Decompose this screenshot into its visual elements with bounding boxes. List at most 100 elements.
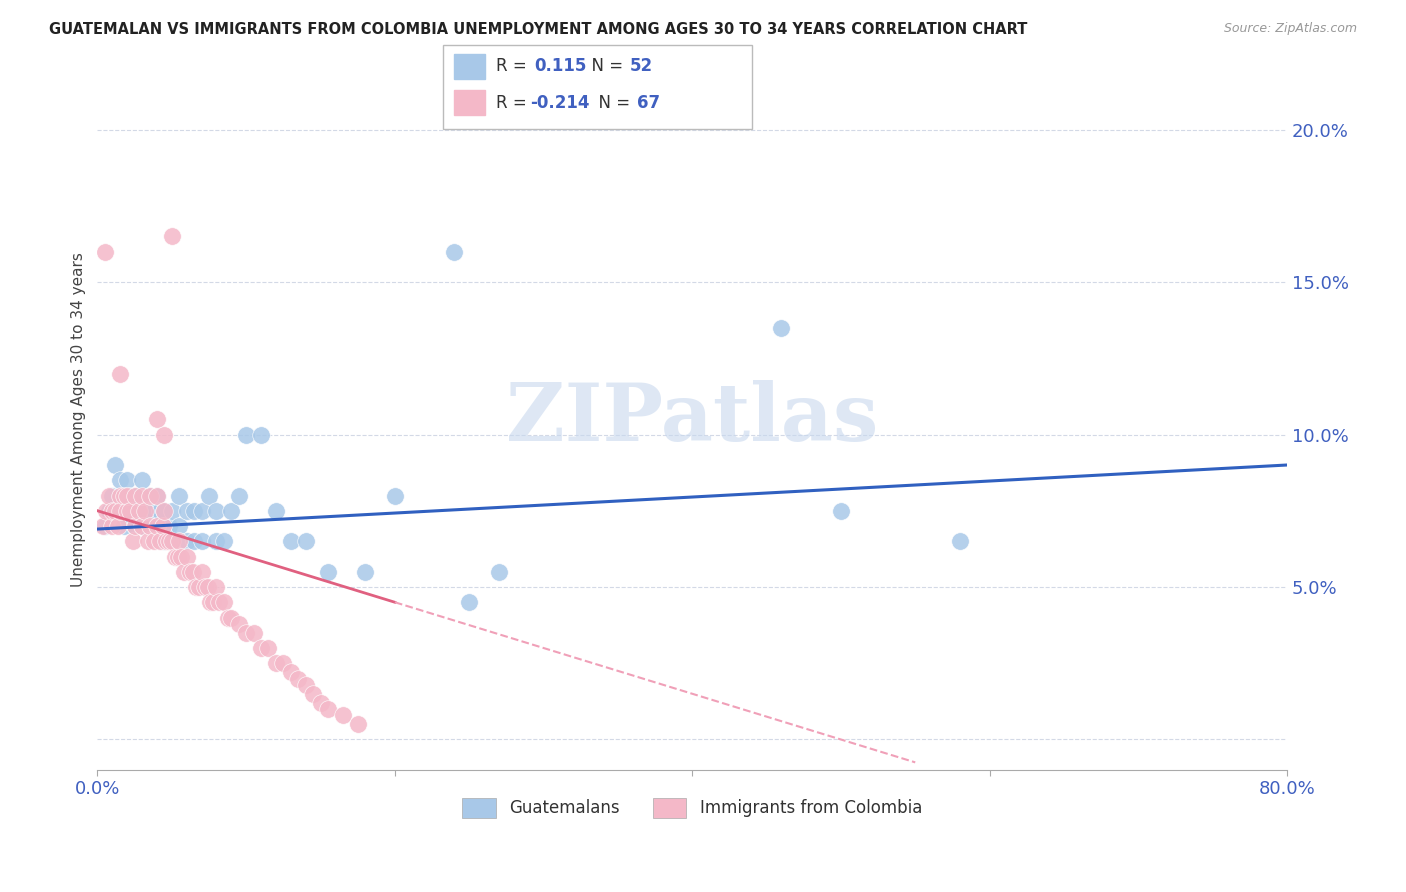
Point bbox=[134, 504, 156, 518]
Point bbox=[146, 519, 169, 533]
Point bbox=[152, 519, 174, 533]
Point bbox=[316, 565, 339, 579]
Point bbox=[166, 549, 188, 564]
Text: R =: R = bbox=[496, 94, 533, 112]
Point bbox=[183, 504, 205, 518]
Point bbox=[183, 534, 205, 549]
Point bbox=[208, 595, 231, 609]
Point bbox=[153, 504, 176, 518]
Point bbox=[146, 489, 169, 503]
Point bbox=[112, 519, 135, 533]
Point bbox=[101, 489, 124, 503]
Point bbox=[149, 534, 172, 549]
Point bbox=[108, 504, 131, 518]
Point bbox=[146, 489, 169, 503]
Point bbox=[115, 473, 138, 487]
Point bbox=[309, 696, 332, 710]
Point bbox=[217, 610, 239, 624]
Text: R =: R = bbox=[496, 57, 537, 75]
Point bbox=[124, 519, 146, 533]
Point bbox=[346, 717, 368, 731]
Point bbox=[108, 367, 131, 381]
Point bbox=[108, 473, 131, 487]
Point bbox=[138, 519, 160, 533]
Point bbox=[205, 580, 228, 594]
Point bbox=[190, 565, 212, 579]
Point bbox=[273, 657, 295, 671]
Point bbox=[124, 519, 146, 533]
Point bbox=[202, 595, 225, 609]
Legend: Guatemalans, Immigrants from Colombia: Guatemalans, Immigrants from Colombia bbox=[456, 791, 929, 825]
Point bbox=[115, 504, 138, 518]
Point bbox=[115, 489, 138, 503]
Text: GUATEMALAN VS IMMIGRANTS FROM COLOMBIA UNEMPLOYMENT AMONG AGES 30 TO 34 YEARS CO: GUATEMALAN VS IMMIGRANTS FROM COLOMBIA U… bbox=[49, 22, 1028, 37]
Point bbox=[250, 640, 273, 655]
Point bbox=[198, 489, 221, 503]
Point bbox=[384, 489, 406, 503]
Point bbox=[143, 504, 166, 518]
Point bbox=[181, 565, 204, 579]
Point bbox=[96, 504, 118, 518]
Point bbox=[169, 534, 191, 549]
Point bbox=[257, 640, 280, 655]
Point bbox=[138, 489, 160, 503]
Text: N =: N = bbox=[588, 94, 636, 112]
Point bbox=[94, 519, 117, 533]
Point bbox=[112, 489, 135, 503]
Point bbox=[354, 565, 377, 579]
Point bbox=[93, 519, 115, 533]
Point bbox=[120, 504, 142, 518]
Point bbox=[264, 657, 287, 671]
Point bbox=[157, 519, 180, 533]
Point bbox=[124, 489, 146, 503]
Point bbox=[190, 534, 212, 549]
Point bbox=[160, 504, 183, 518]
Point bbox=[146, 519, 169, 533]
Point bbox=[212, 595, 235, 609]
Point bbox=[128, 504, 150, 518]
Point bbox=[205, 534, 228, 549]
Point bbox=[190, 504, 212, 518]
Point bbox=[184, 580, 207, 594]
Point bbox=[458, 595, 481, 609]
Point bbox=[187, 580, 209, 594]
Point bbox=[98, 489, 121, 503]
Point bbox=[443, 244, 465, 259]
Point bbox=[153, 427, 176, 442]
Point bbox=[176, 504, 198, 518]
Point bbox=[173, 565, 195, 579]
Text: 67: 67 bbox=[637, 94, 659, 112]
Point bbox=[160, 534, 183, 549]
Text: -0.214: -0.214 bbox=[530, 94, 589, 112]
Point bbox=[242, 625, 264, 640]
Point bbox=[98, 504, 121, 518]
Point bbox=[280, 665, 302, 680]
Point bbox=[122, 534, 145, 549]
Point bbox=[200, 595, 222, 609]
Point bbox=[94, 244, 117, 259]
Point bbox=[131, 519, 153, 533]
Point bbox=[136, 534, 159, 549]
Point bbox=[332, 708, 354, 723]
Point bbox=[146, 412, 169, 426]
Point bbox=[212, 534, 235, 549]
Point bbox=[228, 616, 250, 631]
Point bbox=[287, 672, 309, 686]
Point bbox=[138, 489, 160, 503]
Text: Source: ZipAtlas.com: Source: ZipAtlas.com bbox=[1223, 22, 1357, 36]
Point bbox=[160, 229, 183, 244]
Point bbox=[949, 534, 972, 549]
Point bbox=[179, 565, 201, 579]
Point bbox=[830, 504, 852, 518]
Point bbox=[250, 427, 273, 442]
Point bbox=[107, 519, 129, 533]
Point bbox=[131, 473, 153, 487]
Text: 52: 52 bbox=[630, 57, 652, 75]
Point bbox=[316, 702, 339, 716]
Point bbox=[131, 489, 153, 503]
Point bbox=[134, 504, 156, 518]
Point bbox=[294, 534, 316, 549]
Point bbox=[115, 504, 138, 518]
Point bbox=[108, 504, 131, 518]
Point bbox=[153, 504, 176, 518]
